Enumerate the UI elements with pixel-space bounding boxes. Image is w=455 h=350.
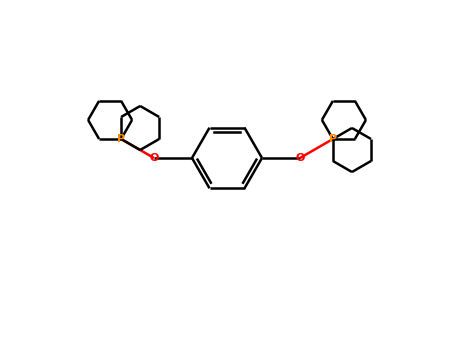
Text: P: P [329, 134, 337, 144]
Text: O: O [295, 153, 305, 163]
Text: P: P [117, 134, 125, 144]
Text: O: O [149, 153, 159, 163]
